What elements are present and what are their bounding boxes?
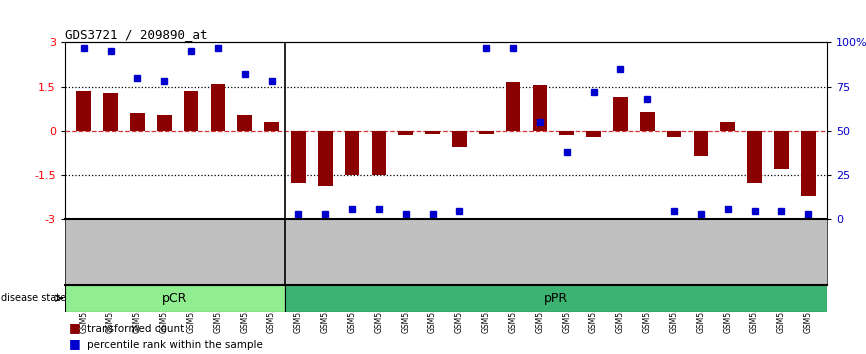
- Text: pPR: pPR: [544, 292, 568, 305]
- Bar: [103, 93, 118, 131]
- Bar: [640, 112, 655, 131]
- Bar: [210, 84, 225, 131]
- Bar: [318, 131, 333, 185]
- Bar: [586, 131, 601, 137]
- Bar: [285, 285, 827, 312]
- Text: GDS3721 / 209890_at: GDS3721 / 209890_at: [65, 28, 208, 41]
- Bar: [667, 131, 682, 137]
- Bar: [184, 91, 198, 131]
- Bar: [345, 131, 359, 175]
- Bar: [721, 122, 735, 131]
- Bar: [774, 131, 789, 169]
- Bar: [559, 131, 574, 136]
- Bar: [425, 131, 440, 134]
- Bar: [694, 131, 708, 156]
- Bar: [237, 115, 252, 131]
- Bar: [533, 85, 547, 131]
- Text: ■: ■: [69, 321, 81, 334]
- Bar: [613, 97, 628, 131]
- Bar: [130, 113, 145, 131]
- Bar: [479, 131, 494, 134]
- Bar: [398, 131, 413, 136]
- Bar: [801, 131, 816, 196]
- Text: disease state: disease state: [1, 293, 66, 303]
- Bar: [264, 122, 279, 131]
- Bar: [506, 82, 520, 131]
- Bar: [452, 131, 467, 147]
- Text: pCR: pCR: [162, 292, 188, 305]
- Bar: [747, 131, 762, 183]
- Bar: [65, 285, 285, 312]
- Text: transformed count: transformed count: [87, 324, 184, 334]
- Bar: [76, 91, 91, 131]
- Bar: [157, 115, 171, 131]
- Bar: [291, 131, 306, 183]
- Text: ■: ■: [69, 337, 81, 350]
- Bar: [372, 131, 386, 175]
- Text: percentile rank within the sample: percentile rank within the sample: [87, 340, 262, 350]
